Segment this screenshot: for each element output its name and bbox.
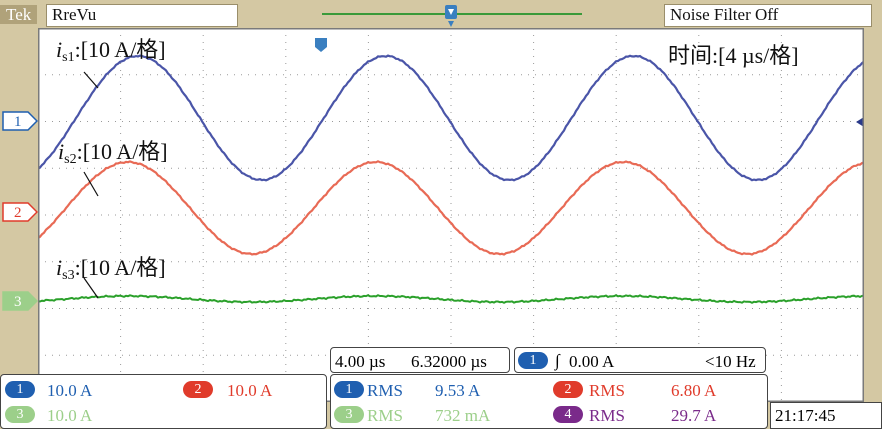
waveform-display xyxy=(38,28,864,402)
annotation-leader-2 xyxy=(83,171,99,197)
measure-1-value: 9.53 A xyxy=(435,381,481,400)
channel-2-marker[interactable]: 2 xyxy=(2,202,38,222)
trigger-readout[interactable]: 1 ∫ 0.00 A <10 Hz xyxy=(514,347,766,373)
trace-is3 xyxy=(38,294,864,304)
channel-3-badge: 3 xyxy=(5,406,35,423)
waveform-marker-icon xyxy=(315,38,327,52)
svg-text:2: 2 xyxy=(14,205,22,221)
right-marker-strip xyxy=(864,28,882,402)
trace-is2 xyxy=(38,160,864,256)
channel-3-scale: 10.0 A xyxy=(47,406,93,425)
measure-2-value: 6.80 A xyxy=(671,381,717,400)
trigger-slope-icon: ∫ xyxy=(555,351,560,370)
horizontal-position: 6.32000 µs xyxy=(411,352,487,371)
trace-is1 xyxy=(38,54,864,182)
clock-time: 21:17:45 xyxy=(775,406,836,425)
trigger-source-badge: 1 xyxy=(518,352,548,369)
svg-text:1: 1 xyxy=(14,114,22,130)
horizontal-scale: 4.00 µs xyxy=(335,352,386,371)
trigger-level: 0.00 A xyxy=(569,352,615,371)
noise-filter-status: Noise Filter Off xyxy=(670,5,779,24)
channel-scale-panel[interactable]: 1 10.0 A 2 10.0 A 3 10.0 A xyxy=(0,374,327,429)
channel-2-scale: 10.0 A xyxy=(227,381,273,400)
acquisition-tab xyxy=(46,4,238,27)
annotation-leader-1 xyxy=(83,71,99,89)
clock-panel: 21:17:45 xyxy=(770,402,882,429)
measure-2-badge: 2 xyxy=(553,381,583,398)
acquisition-mode: RreVu xyxy=(52,5,97,24)
trigger-frequency: <10 Hz xyxy=(705,352,756,371)
annotation-leader-3 xyxy=(83,277,99,299)
trigger-position-icon xyxy=(445,5,457,27)
trace-label-is3: is3:[10 A/格] xyxy=(56,255,166,284)
timebase-readout[interactable]: 4.00 µs 6.32000 µs xyxy=(330,347,510,373)
time-scale-label: 时间:[4 µs/格] xyxy=(668,43,799,68)
channel-3-marker[interactable]: 3 xyxy=(2,291,38,311)
channel-1-marker[interactable]: 1 xyxy=(2,111,38,131)
measure-4-type: RMS xyxy=(589,406,625,425)
measure-1-type: RMS xyxy=(367,381,403,400)
measure-3-badge: 3 xyxy=(334,406,364,423)
channel-1-scale: 10.0 A xyxy=(47,381,93,400)
measure-3-value: 732 mA xyxy=(435,406,491,425)
top-status-bar: Tek RreVu Noise Filter Off xyxy=(0,0,882,28)
measure-4-badge: 4 xyxy=(553,406,583,423)
trace-label-is2: is2:[10 A/格] xyxy=(58,139,168,168)
measure-2-type: RMS xyxy=(589,381,625,400)
measure-4-value: 29.7 A xyxy=(671,406,717,425)
brand-badge: Tek xyxy=(0,5,38,24)
channel-2-badge: 2 xyxy=(183,381,213,398)
measure-1-badge: 1 xyxy=(334,381,364,398)
noise-filter-tab xyxy=(664,4,872,27)
measurement-panel[interactable]: 1 RMS 9.53 A 2 RMS 6.80 A 3 RMS 732 mA 4… xyxy=(330,374,768,429)
trace-label-is1: is1:[10 A/格] xyxy=(56,37,166,66)
channel-1-badge: 1 xyxy=(5,381,35,398)
svg-text:3: 3 xyxy=(14,294,22,310)
measure-3-type: RMS xyxy=(367,406,403,425)
trigger-marker-icon xyxy=(856,117,864,127)
